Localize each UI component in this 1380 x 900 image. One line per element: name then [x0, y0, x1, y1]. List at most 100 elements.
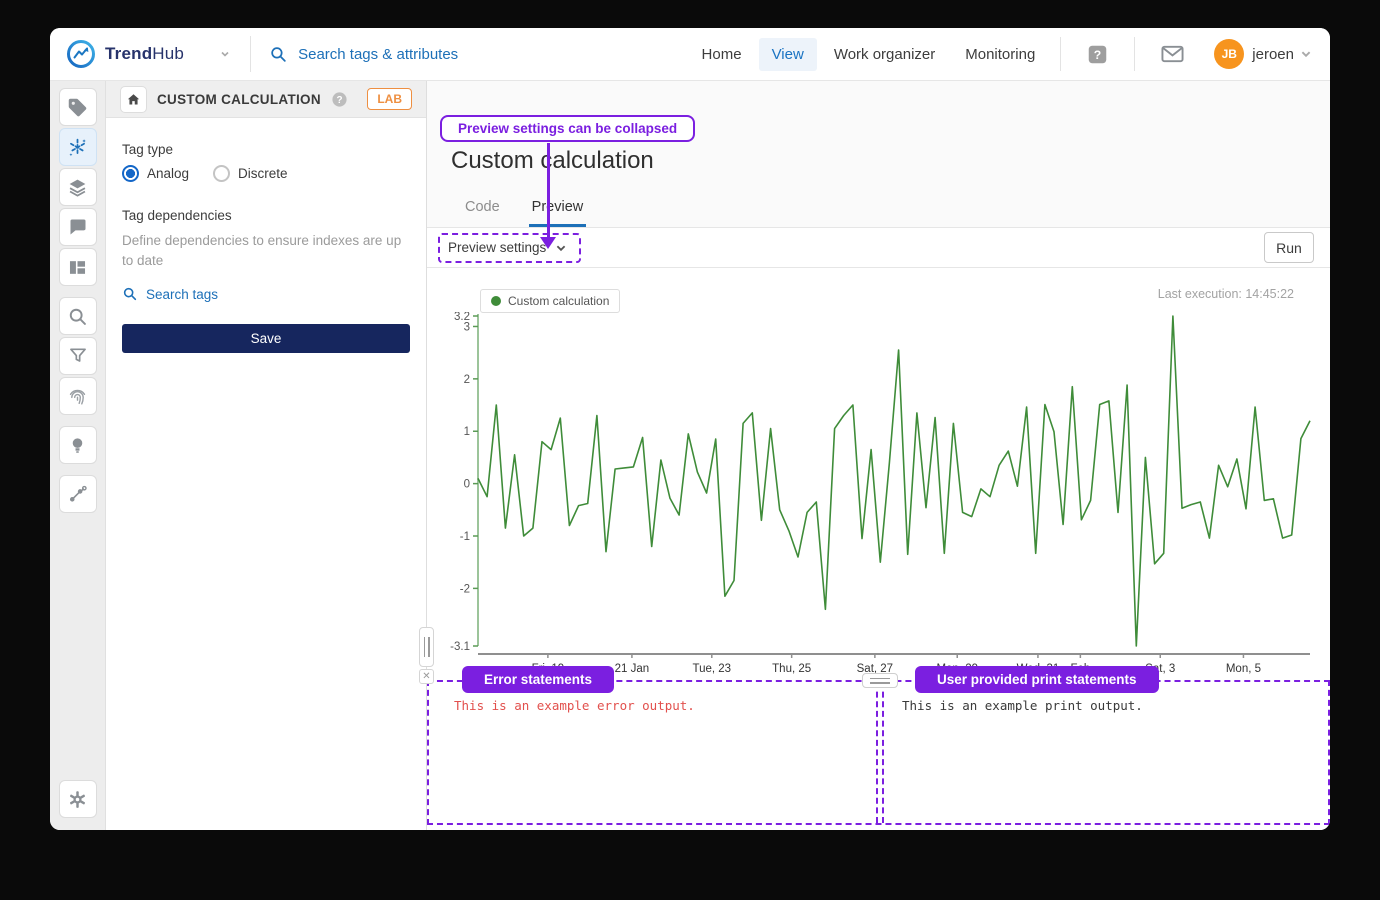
chat-bubble-icon — [70, 219, 85, 235]
nav-item-work-organizer[interactable]: Work organizer — [833, 45, 936, 63]
rail-custom-calculation-button[interactable] — [58, 128, 97, 166]
last-execution-label: Last execution: 14:45:22 — [1157, 287, 1294, 301]
radio-discrete[interactable] — [213, 165, 231, 182]
svg-text:-3.1: -3.1 — [450, 641, 470, 653]
svg-text:2: 2 — [464, 374, 470, 386]
rail-context-items-button[interactable] — [58, 475, 97, 513]
brand-chevron-down-icon[interactable] — [220, 49, 230, 59]
svg-text:Mon, 5: Mon, 5 — [1226, 663, 1261, 674]
search-tags-label: Search tags — [146, 286, 219, 302]
panel-title: CUSTOM CALCULATION — [157, 91, 321, 107]
rail-settings-button[interactable] — [58, 780, 97, 818]
run-button[interactable]: Run — [1264, 232, 1314, 263]
search-tags-link[interactable]: Search tags — [122, 286, 410, 302]
print-output-text: This is an example print output. — [902, 698, 1143, 713]
save-button[interactable]: Save — [122, 324, 410, 354]
icon-rail — [50, 81, 106, 830]
svg-text:?: ? — [1094, 47, 1101, 61]
envelope-icon — [1161, 45, 1184, 63]
svg-text:?: ? — [336, 95, 342, 106]
main-content: Preview settings can be collapsed Custom… — [419, 81, 1330, 830]
brand-name: TrendHub — [105, 44, 185, 63]
question-mark-icon: ? — [1089, 45, 1107, 63]
home-button[interactable] — [120, 85, 147, 113]
panel-collapse-button[interactable]: ✕ — [419, 669, 434, 684]
rail-tags-button[interactable] — [58, 88, 97, 126]
user-menu[interactable]: JB jeroen — [1202, 39, 1312, 69]
search-icon — [123, 287, 137, 301]
svg-text:Tue, 23: Tue, 23 — [693, 663, 732, 674]
svg-text:Thu, 25: Thu, 25 — [772, 663, 811, 674]
messages-button[interactable] — [1147, 39, 1198, 69]
help-button[interactable]: ? — [1073, 38, 1122, 71]
rail-layers-button[interactable] — [58, 168, 97, 206]
calculation-sparkle-icon — [69, 138, 86, 156]
help-circle-icon[interactable]: ? — [331, 91, 348, 108]
global-search-input[interactable]: Search tags & attributes — [251, 45, 688, 64]
tab-bar: Code Preview — [462, 199, 587, 227]
legend-dot — [491, 296, 501, 306]
preview-settings-label: Preview settings — [448, 240, 547, 255]
error-statements-callout: Error statements — [462, 666, 615, 693]
annotation-arrowhead — [540, 237, 556, 249]
rail-recommendations-button[interactable] — [58, 426, 97, 464]
svg-text:3: 3 — [464, 321, 470, 333]
nav-item-home[interactable]: Home — [701, 45, 742, 63]
radio-analog-label: Analog — [147, 166, 190, 181]
fingerprint-icon — [69, 389, 86, 405]
rail-comments-button[interactable] — [58, 208, 97, 246]
svg-text:21 Jan: 21 Jan — [615, 663, 650, 674]
rail-filter-button[interactable] — [58, 337, 97, 375]
radio-analog[interactable] — [122, 165, 139, 182]
divider — [1060, 37, 1062, 71]
divider — [250, 36, 252, 72]
page-title: Custom calculation — [451, 147, 654, 174]
custom-calculation-panel: CUSTOM CALCULATION ? LAB Tag type Analog… — [106, 81, 427, 830]
tag-type-label: Tag type — [122, 142, 174, 157]
divider — [1134, 37, 1136, 71]
home-icon — [127, 93, 140, 104]
layers-icon — [69, 179, 86, 197]
magnifier-icon — [69, 308, 86, 325]
error-output-text: This is an example error output. — [454, 698, 695, 713]
tag-dependencies-help: Define dependencies to ensure indexes ar… — [122, 233, 402, 268]
navbar-right: Home View Work organizer Monitoring ? JB… — [689, 37, 1330, 71]
panel-resize-handle[interactable] — [419, 627, 434, 667]
annotation-callout: Preview settings can be collapsed — [440, 115, 696, 142]
print-statements-callout: User provided print statements — [915, 666, 1159, 693]
chart-area[interactable]: Custom calculation Last execution: 14:45… — [419, 268, 1330, 684]
console-area: Error statements User provided print sta… — [427, 666, 1330, 825]
svg-text:Sat, 27: Sat, 27 — [857, 663, 893, 674]
top-navbar: TrendHub Search tags & attributes Home V… — [50, 28, 1330, 81]
rail-fingerprint-button[interactable] — [58, 377, 97, 415]
funnel-icon — [69, 348, 86, 362]
console-resize-handle[interactable] — [862, 673, 898, 688]
brand-menu[interactable]: TrendHub — [50, 39, 184, 69]
chart-legend[interactable]: Custom calculation — [480, 289, 621, 313]
radio-discrete-label: Discrete — [238, 166, 288, 181]
print-output-pane: This is an example print output. — [882, 682, 1328, 823]
panel-header: CUSTOM CALCULATION ? LAB — [106, 81, 426, 118]
svg-text:1: 1 — [464, 426, 470, 438]
error-output-pane: This is an example error output. — [429, 682, 878, 823]
rail-search-button[interactable] — [58, 297, 97, 335]
preview-toolbar: Preview settings Run — [427, 228, 1330, 268]
annotation-arrow — [547, 143, 550, 237]
avatar: JB — [1214, 39, 1245, 69]
gear-icon — [70, 790, 85, 808]
main-header: Custom calculation Code Preview — [427, 81, 1330, 228]
svg-text:-2: -2 — [460, 583, 470, 595]
user-chevron-down-icon — [1301, 51, 1311, 58]
search-placeholder: Search tags & attributes — [298, 45, 459, 63]
tag-dependencies-label: Tag dependencies — [122, 208, 232, 223]
tab-preview[interactable]: Preview — [528, 199, 587, 227]
rail-dashboard-button[interactable] — [58, 248, 97, 286]
tab-code[interactable]: Code — [465, 199, 500, 215]
nav-item-view[interactable]: View — [758, 37, 817, 71]
preview-settings-toggle[interactable]: Preview settings — [438, 232, 582, 263]
username: jeroen — [1252, 45, 1294, 63]
nav-item-monitoring[interactable]: Monitoring — [965, 45, 1036, 63]
svg-text:0: 0 — [464, 479, 470, 491]
